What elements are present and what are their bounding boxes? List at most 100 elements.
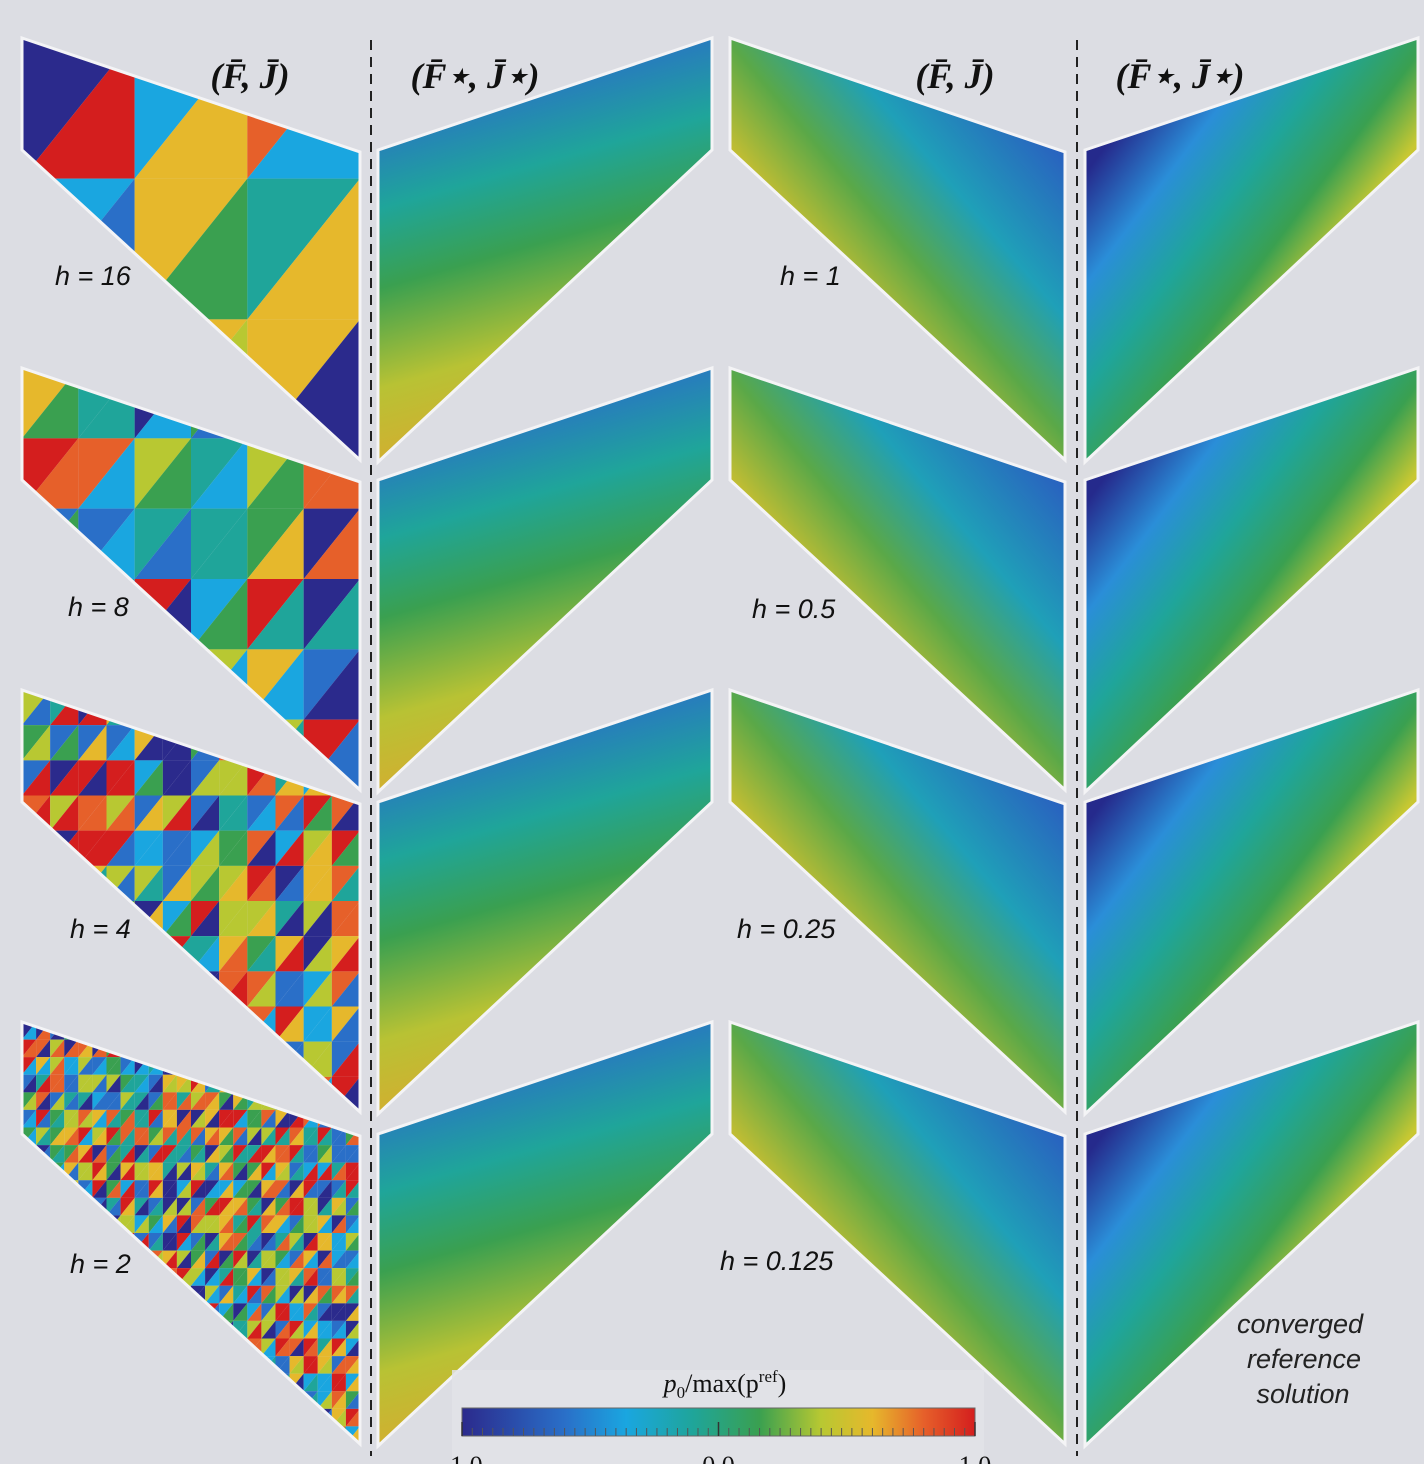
mesh-cell — [219, 936, 248, 972]
mesh-cell — [191, 1250, 206, 1269]
mesh-cell — [331, 1408, 346, 1427]
mesh-cell — [219, 1338, 234, 1357]
mesh-cell — [106, 1303, 121, 1321]
mesh-cell — [50, 795, 79, 831]
mesh-cell — [106, 1408, 121, 1427]
panels — [20, 35, 1420, 1450]
mesh-cell — [134, 1320, 149, 1339]
mesh-cell — [36, 1092, 51, 1110]
mesh-cell — [233, 1391, 248, 1409]
mesh-cell — [176, 1109, 191, 1128]
mesh-cell — [106, 725, 135, 761]
mesh-cell — [50, 1215, 65, 1233]
mesh-cell — [134, 1338, 149, 1357]
mesh-cell — [106, 1373, 121, 1392]
mesh-cell — [134, 1180, 149, 1198]
mesh-cell — [106, 1356, 121, 1374]
mesh-cell — [176, 1391, 191, 1409]
mesh-cell — [219, 865, 248, 901]
mesh-cell — [191, 1268, 206, 1286]
mesh-cell — [303, 1145, 318, 1163]
mesh-cell — [36, 1303, 51, 1321]
mesh-cell — [219, 1039, 234, 1058]
mesh-cell — [64, 1303, 79, 1321]
mesh-cell — [247, 1233, 262, 1251]
mesh-cell — [106, 1109, 121, 1128]
mesh-cell — [64, 1320, 79, 1339]
mesh-cell — [219, 1215, 234, 1233]
mesh-cell — [275, 901, 304, 937]
mesh-cell — [134, 1320, 149, 1339]
mesh-cell — [50, 865, 79, 901]
mesh-cell — [162, 1092, 177, 1110]
mesh-cell — [191, 1426, 206, 1444]
mesh-cell — [36, 1391, 51, 1409]
mesh-cell — [162, 901, 191, 937]
mesh-cell — [22, 1408, 37, 1427]
mesh-cell — [148, 1197, 163, 1216]
mesh-cell — [345, 1408, 360, 1427]
mesh-cell — [134, 1426, 149, 1444]
mesh-cell — [78, 1006, 107, 1042]
mesh-cell — [106, 1320, 121, 1339]
mesh-cell — [261, 1268, 276, 1286]
mesh-cell — [275, 1057, 290, 1075]
mesh-cell — [134, 936, 163, 972]
mesh-cell — [261, 1074, 276, 1093]
mesh-cell — [205, 1127, 220, 1146]
mesh-cell — [219, 1022, 234, 1040]
mesh-cell — [289, 1268, 304, 1286]
mesh-cell — [219, 1320, 234, 1339]
mesh-cell — [120, 1320, 135, 1339]
mesh-cell — [134, 1039, 149, 1058]
mesh-cell — [317, 1373, 332, 1392]
mesh-cell — [205, 1109, 220, 1128]
panel — [376, 687, 714, 1118]
mesh-cell — [261, 1197, 276, 1216]
mesh-cell — [176, 1092, 191, 1110]
mesh-cell — [219, 1109, 234, 1128]
mesh-cell — [92, 1215, 107, 1233]
mesh-cell — [148, 1197, 163, 1216]
mesh-cell — [331, 1268, 346, 1286]
mesh-cell — [191, 1197, 206, 1216]
mesh-cell — [78, 1373, 93, 1392]
mesh-cell — [345, 1320, 360, 1339]
mesh-cell — [191, 1092, 206, 1110]
mesh-cell — [176, 1057, 191, 1075]
mesh-cell — [92, 1408, 107, 1427]
mesh-cell — [317, 1268, 332, 1286]
mesh-cell — [78, 438, 135, 509]
mesh-cell — [64, 1127, 79, 1146]
mesh-cell — [219, 725, 248, 761]
mesh-cell — [317, 1092, 332, 1110]
mesh-cell — [247, 971, 276, 1007]
mesh-cell — [50, 1057, 65, 1075]
mesh-cell — [331, 936, 360, 972]
mesh-cell — [134, 1145, 149, 1163]
mesh-cell — [331, 901, 360, 937]
mesh-cell — [162, 1006, 191, 1042]
mesh-cell — [303, 1303, 318, 1321]
mesh-cell — [219, 1180, 234, 1198]
mesh-cell — [247, 1145, 262, 1163]
mesh-cell — [191, 865, 220, 901]
mesh-cell — [120, 1162, 135, 1181]
mesh-cell — [275, 1408, 290, 1427]
mesh-cell — [50, 1127, 65, 1146]
mesh-cell — [289, 1127, 304, 1146]
mesh-cell — [303, 1373, 318, 1392]
mesh-cell — [289, 1180, 304, 1198]
mesh-cell — [261, 1215, 276, 1233]
mesh-cell — [317, 1215, 332, 1233]
mesh-cell — [120, 1373, 135, 1392]
mesh-cell — [247, 1180, 262, 1198]
mesh-cell — [191, 901, 220, 937]
mesh-cell — [176, 1180, 191, 1198]
mesh-cell — [247, 1303, 262, 1321]
mesh-cell — [275, 901, 304, 937]
mesh-cell — [247, 901, 276, 937]
mesh-cell — [22, 1356, 37, 1374]
column-header: (F̄, J̄) — [210, 56, 289, 96]
